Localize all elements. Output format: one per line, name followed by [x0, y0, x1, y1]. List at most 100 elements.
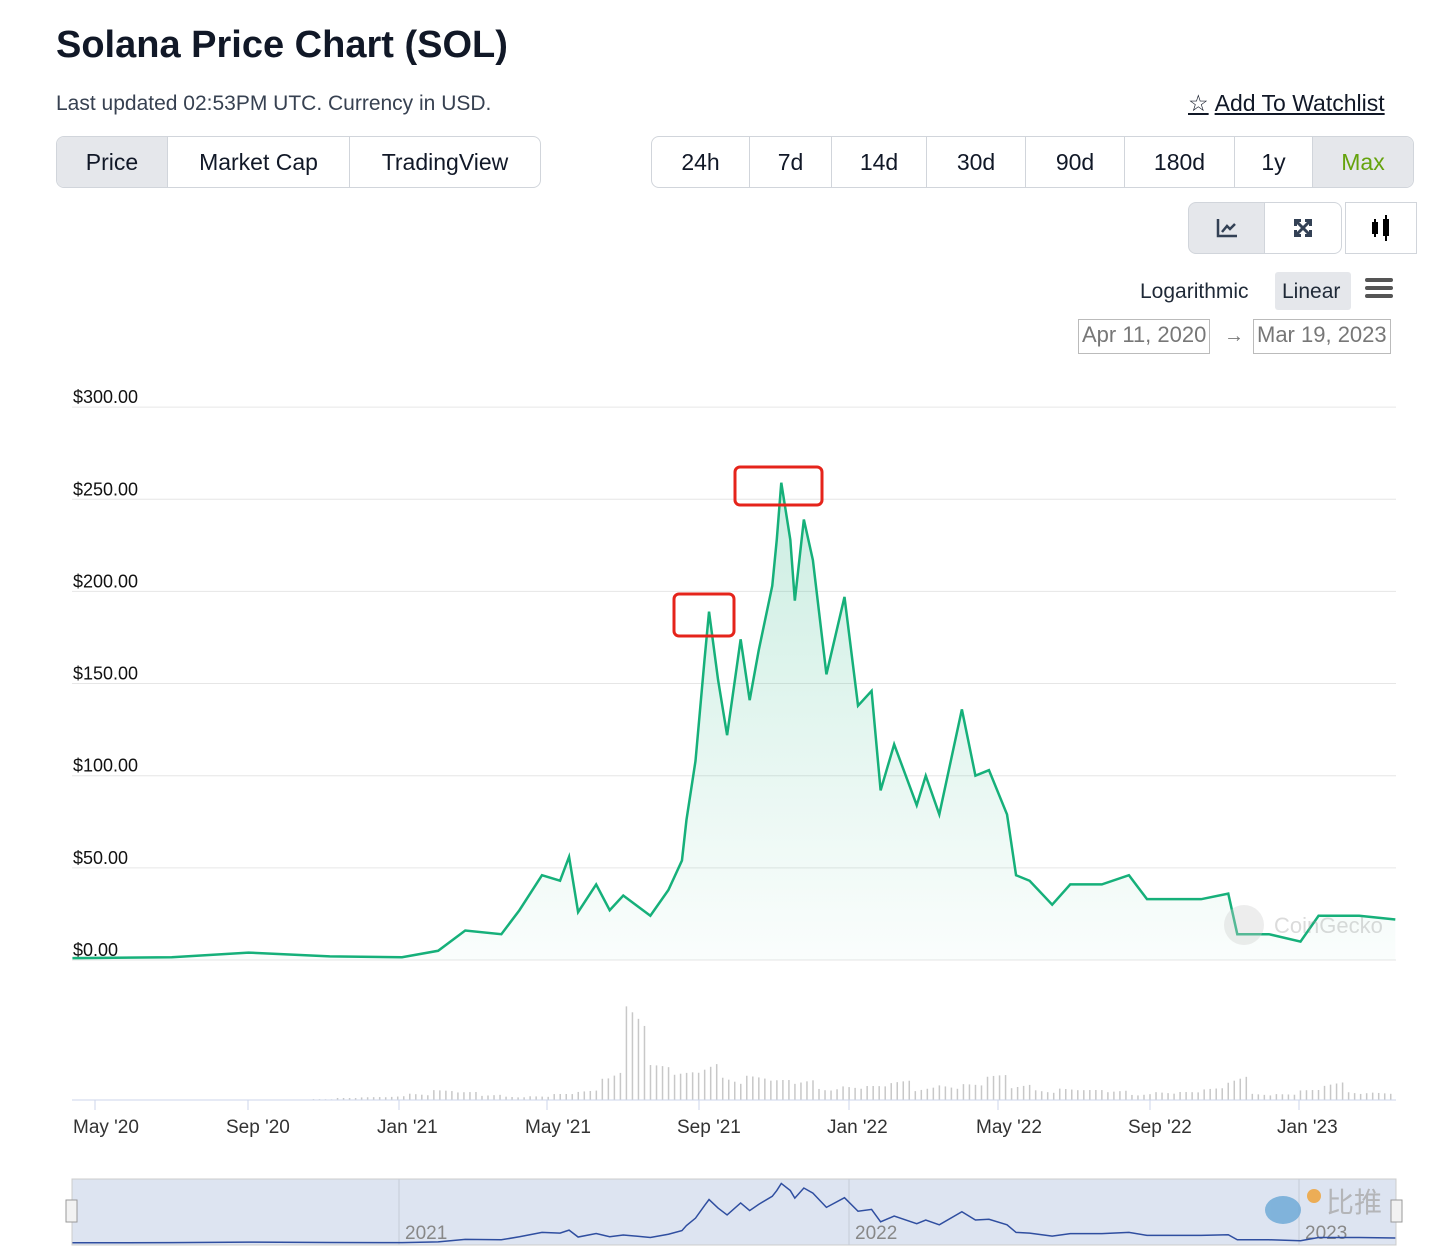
volume-bar — [342, 1098, 345, 1100]
chart-menu-button[interactable] — [1364, 276, 1394, 305]
y-tick-label: $300.00 — [73, 387, 138, 407]
date-from-input[interactable]: Apr 11, 2020 — [1078, 319, 1211, 354]
highlight-box-local-peak — [672, 592, 736, 638]
x-tick-label: Sep '20 — [226, 1117, 290, 1138]
volume-bar — [505, 1096, 507, 1100]
x-tick-label: Jan '23 — [1277, 1117, 1338, 1138]
volume-bar — [366, 1097, 369, 1100]
range-max[interactable]: Max — [1313, 137, 1413, 187]
volume-bar — [860, 1088, 862, 1100]
range-1y[interactable]: 1y — [1235, 137, 1313, 187]
volume-bar — [1365, 1093, 1368, 1100]
volume-bar — [427, 1095, 429, 1100]
volume-bar — [1107, 1092, 1109, 1100]
volume-bar — [1227, 1082, 1229, 1100]
star-icon: ☆ — [1188, 90, 1209, 116]
volume-bar — [547, 1096, 549, 1100]
volume-bar — [378, 1097, 381, 1100]
volume-bar — [932, 1087, 935, 1100]
scale-logarithmic[interactable]: Logarithmic — [1140, 280, 1249, 303]
volume-bar — [752, 1076, 754, 1100]
hamburger-icon — [1365, 278, 1393, 298]
volume-bar — [962, 1084, 965, 1100]
volume-bar — [625, 1006, 628, 1100]
volume-bar — [481, 1095, 483, 1100]
line-chart-button[interactable] — [1188, 202, 1265, 254]
volume-bar — [691, 1072, 694, 1100]
volume-bar — [421, 1094, 423, 1100]
x-tick-label: Jan '22 — [827, 1117, 888, 1138]
navigator-right-handle[interactable] — [1390, 1199, 1403, 1223]
volume-bar — [685, 1072, 688, 1100]
volume-bar — [764, 1078, 766, 1100]
volume-bar — [974, 1084, 977, 1100]
volume-bar — [445, 1090, 447, 1100]
add-to-watchlist-link[interactable]: ☆ Add To Watchlist — [1188, 90, 1385, 117]
volume-bar — [1016, 1087, 1019, 1100]
volume-bar — [950, 1087, 953, 1100]
volume-bar — [523, 1097, 525, 1100]
range-180d[interactable]: 180d — [1125, 137, 1235, 187]
watchlist-label: Add To Watchlist — [1214, 90, 1385, 116]
volume-bar — [896, 1082, 898, 1100]
range-30d[interactable]: 30d — [927, 137, 1026, 187]
date-to-input[interactable]: Mar 19, 2023 — [1253, 319, 1391, 354]
scale-linear[interactable]: Linear — [1275, 272, 1351, 310]
volume-bar — [1155, 1092, 1157, 1100]
volume-bar — [1173, 1093, 1175, 1100]
volume-bar — [715, 1064, 718, 1100]
volume-bar — [1347, 1092, 1350, 1100]
volume-bar — [1046, 1092, 1049, 1100]
volume-bar — [1113, 1091, 1115, 1100]
x-tick-label: Sep '21 — [677, 1117, 741, 1138]
svg-text:比推: 比推 — [1326, 1187, 1382, 1218]
volume-bar — [1335, 1083, 1338, 1100]
volume-bar — [336, 1098, 339, 1100]
volume-bar — [1125, 1090, 1127, 1100]
volume-bar — [1377, 1092, 1380, 1100]
volume-bar — [1299, 1090, 1302, 1100]
page-title: Solana Price Chart (SOL) — [56, 24, 508, 66]
tab-tradingview[interactable]: TradingView — [381, 148, 509, 175]
volume-bar — [541, 1096, 543, 1100]
y-tick-label: $0.00 — [73, 940, 118, 960]
volume-bar — [1263, 1094, 1266, 1100]
volume-bar — [619, 1072, 622, 1100]
candlestick-button[interactable] — [1345, 202, 1417, 254]
last-updated: Last updated 02:53PM UTC. Currency in US… — [56, 92, 492, 115]
volume-bar — [998, 1075, 1001, 1100]
volume-bar — [890, 1083, 892, 1100]
volume-bar — [854, 1087, 856, 1100]
volume-bar — [1167, 1093, 1169, 1100]
volume-bar — [872, 1086, 874, 1100]
bitpush-watermark: 比推 — [1265, 1187, 1382, 1224]
volume-bar — [746, 1075, 748, 1100]
navigator-year-label: 2023 — [1305, 1223, 1347, 1244]
volume-bar — [968, 1084, 971, 1100]
volume-bar — [649, 1065, 652, 1100]
tab-market-cap[interactable]: Market Cap — [168, 137, 350, 187]
range-24h[interactable]: 24h — [652, 137, 750, 187]
fullscreen-button[interactable] — [1265, 202, 1342, 254]
volume-bar — [1071, 1089, 1073, 1100]
volume-bar — [451, 1091, 453, 1100]
range-90d[interactable]: 90d — [1026, 137, 1125, 187]
volume-bar — [613, 1075, 616, 1100]
volume-bar — [1058, 1088, 1061, 1100]
range-14d[interactable]: 14d — [832, 137, 927, 187]
volume-bar — [1065, 1089, 1067, 1100]
volume-bar — [1233, 1080, 1236, 1100]
navigator-left-handle[interactable] — [65, 1199, 78, 1223]
range-7d[interactable]: 7d — [750, 137, 832, 187]
navigator[interactable] — [71, 1178, 1397, 1246]
chart-tools — [1188, 202, 1417, 254]
volume-bar — [709, 1066, 712, 1100]
tab-price[interactable]: Price — [57, 137, 168, 187]
volume-bar — [1239, 1078, 1242, 1100]
volume-bar — [601, 1078, 604, 1100]
volume-bar — [1040, 1091, 1043, 1100]
volume-bar — [914, 1091, 917, 1100]
volume-bar — [1197, 1092, 1199, 1100]
y-tick-label: $100.00 — [73, 756, 138, 776]
